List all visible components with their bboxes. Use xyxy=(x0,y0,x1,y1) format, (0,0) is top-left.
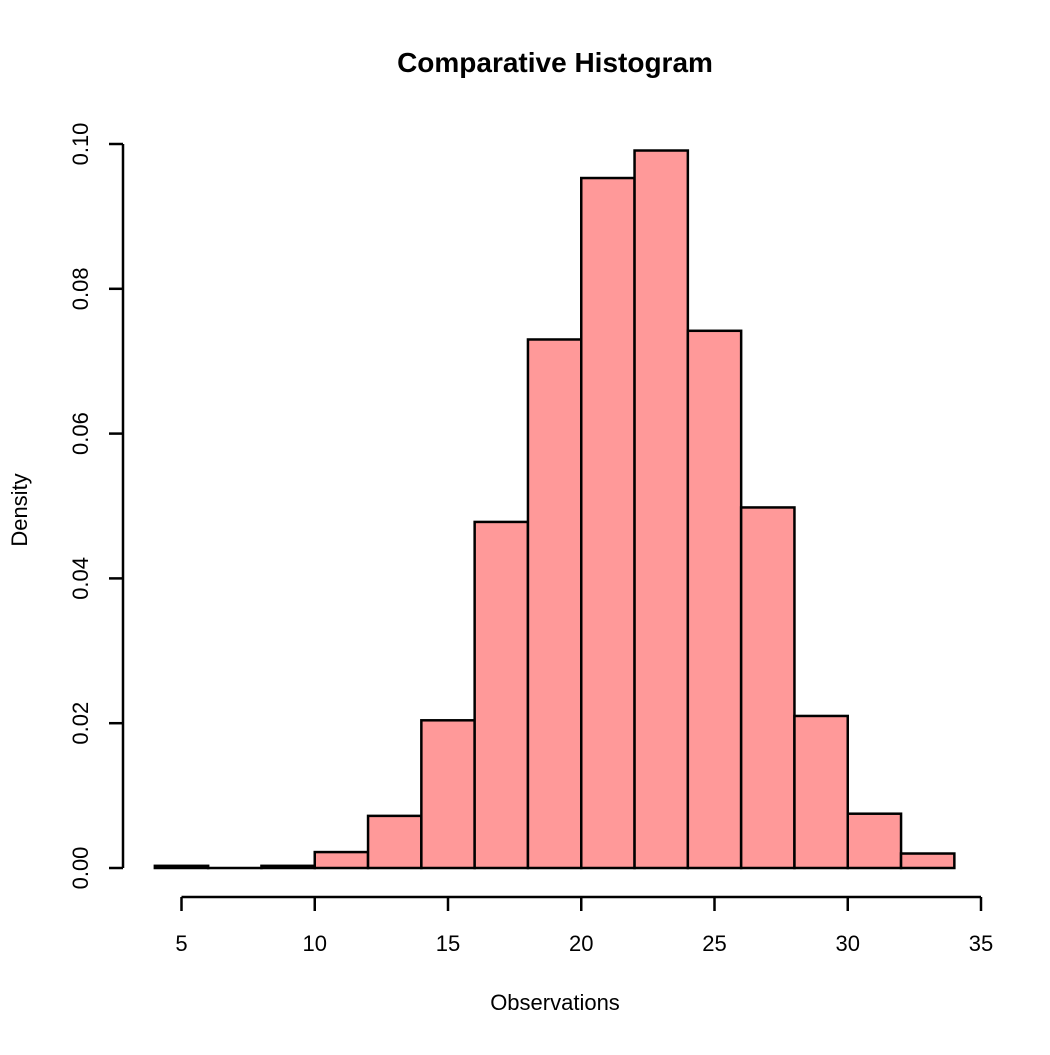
y-tick-label: 0.00 xyxy=(68,847,93,890)
y-tick-label: 0.10 xyxy=(68,123,93,166)
x-tick-label: 35 xyxy=(969,931,993,956)
x-tick-label: 10 xyxy=(303,931,327,956)
x-tick-label: 20 xyxy=(569,931,593,956)
x-tick-label: 5 xyxy=(175,931,187,956)
histogram-bar xyxy=(581,178,634,868)
histogram-bar xyxy=(475,522,528,868)
y-axis: 0.00 0.02 0.04 0.06 0.08 0.10 xyxy=(68,123,123,890)
y-tick-label: 0.02 xyxy=(68,702,93,745)
histogram-bar xyxy=(848,814,901,868)
histogram-bar xyxy=(635,151,688,868)
histogram-bar xyxy=(901,854,954,868)
histogram-bar xyxy=(155,866,208,868)
chart-title: Comparative Histogram xyxy=(397,47,713,78)
histogram-bar xyxy=(528,339,581,868)
x-tick-label: 15 xyxy=(436,931,460,956)
x-axis: 5 10 15 20 25 30 35 xyxy=(175,897,993,956)
histogram-bar xyxy=(421,720,474,868)
x-axis-label: Observations xyxy=(490,990,620,1015)
bars-group xyxy=(155,151,955,868)
y-axis-label: Density xyxy=(7,473,32,546)
x-tick-label: 25 xyxy=(702,931,726,956)
histogram-bar xyxy=(794,716,847,868)
histogram-bar xyxy=(368,816,421,868)
y-tick-label: 0.06 xyxy=(68,412,93,455)
y-tick-label: 0.08 xyxy=(68,267,93,310)
x-tick-label: 30 xyxy=(836,931,860,956)
histogram-bar xyxy=(315,852,368,868)
histogram-bar xyxy=(261,866,314,868)
y-tick-label: 0.04 xyxy=(68,557,93,600)
histogram-bar xyxy=(741,507,794,868)
histogram-bar xyxy=(688,331,741,868)
